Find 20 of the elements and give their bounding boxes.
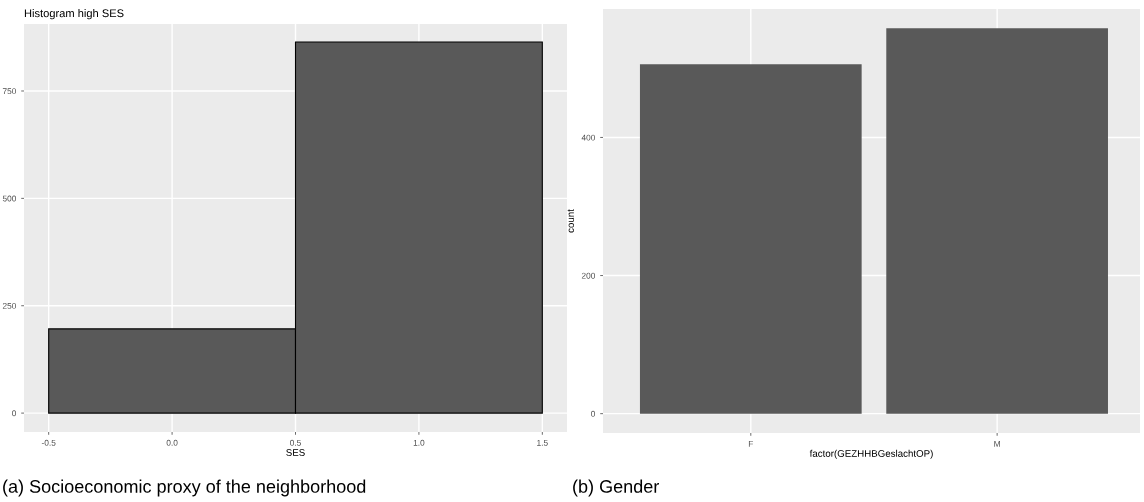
chart-title: Histogram high SES — [24, 9, 124, 20]
x-tick-label: F — [748, 440, 754, 447]
y-tick-label: 0 — [12, 410, 17, 417]
text: (b) Gender — [573, 479, 660, 497]
x-tick-label: 1.0 — [413, 439, 425, 446]
x-axis-title: factor(GEZHHBGeslachtOP) — [809, 449, 933, 459]
y-tick-label: 250 — [2, 302, 17, 309]
text: (a) Socioeconomic proxy of the neighborhood — [3, 479, 366, 497]
x-tick-label: M — [994, 440, 1000, 447]
y-axis-title: count — [567, 209, 574, 233]
y-tick-label: 500 — [2, 195, 17, 202]
y-tick-label: 400 — [581, 134, 596, 141]
x-tick-label: 0.5 — [290, 439, 301, 446]
x-tick-label: 1.5 — [537, 439, 548, 446]
y-tick-label: 0 — [591, 410, 596, 417]
x-axis-title: SES — [286, 449, 305, 456]
y-tick-label: 200 — [581, 272, 596, 279]
x-tick-label: 0.0 — [166, 439, 178, 446]
x-tick-label: -0.5 — [41, 439, 56, 446]
y-tick-label: 750 — [2, 88, 17, 95]
